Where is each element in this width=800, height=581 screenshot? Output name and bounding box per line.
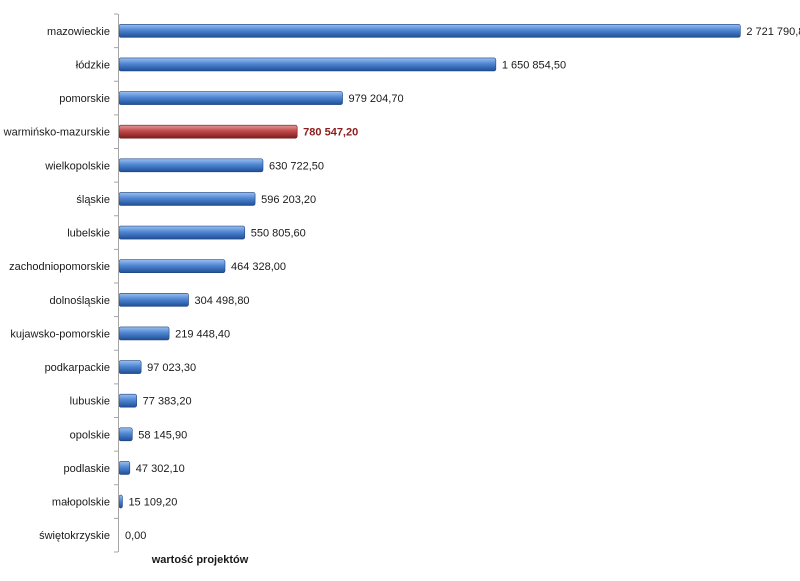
bar [118, 259, 226, 273]
data-label: 219 448,40 [175, 328, 230, 340]
data-label: 630 722,50 [269, 160, 324, 172]
bar [118, 158, 264, 173]
category-label: dolnośląskie [49, 295, 110, 307]
category-label: wielkopolskie [44, 160, 110, 172]
category-label: łódzkie [76, 59, 110, 71]
category-label: podlaskie [64, 463, 110, 475]
bar [118, 360, 142, 374]
bar [118, 461, 131, 475]
data-label: 97 023,30 [147, 362, 196, 374]
category-label: mazowieckie [47, 26, 110, 38]
category-label: opolskie [70, 429, 110, 441]
bar [118, 293, 189, 307]
data-label: 15 109,20 [128, 497, 177, 509]
data-label: 2 721 790,80 [746, 26, 800, 38]
bar [118, 225, 246, 240]
data-label: 77 383,20 [143, 396, 192, 408]
data-label: 464 328,00 [231, 261, 286, 273]
category-label: kujawsko-pomorskie [10, 328, 110, 340]
category-label: pomorskie [59, 93, 110, 105]
data-label: 47 302,10 [136, 463, 185, 475]
bar [118, 494, 123, 509]
bar [118, 124, 298, 139]
labels-layer: mazowieckie 2 721 790,80 łódzkie 1 650 854,… [3, 26, 800, 542]
bars-layer [118, 24, 741, 509]
bar [118, 393, 137, 408]
bar [118, 192, 256, 206]
data-label: 780 547,20 [303, 127, 358, 139]
y-axis-ticks [114, 13, 118, 553]
data-label: 596 203,20 [261, 194, 316, 206]
data-label: 58 145,90 [138, 429, 187, 441]
bar [118, 427, 133, 442]
category-label: podkarpackie [45, 362, 110, 374]
bar [118, 57, 497, 72]
category-label: zachodniopomorskie [9, 261, 110, 273]
data-label: 0,00 [125, 530, 146, 542]
category-label: lubuskie [70, 396, 110, 408]
x-axis-title: wartość projektów [151, 554, 249, 566]
category-label: świętokrzyskie [39, 530, 110, 542]
category-label: małopolskie [52, 497, 110, 509]
bar [118, 326, 170, 341]
category-label: lubelskie [67, 228, 110, 240]
category-label: warmińsko-mazurskie [3, 127, 110, 139]
data-label: 550 805,60 [251, 228, 306, 240]
data-label: 304 498,80 [195, 295, 250, 307]
data-label: 979 204,70 [349, 93, 404, 105]
bar [118, 24, 741, 38]
data-label: 1 650 854,50 [502, 59, 566, 71]
category-label: śląskie [76, 194, 110, 206]
bar [118, 91, 343, 105]
